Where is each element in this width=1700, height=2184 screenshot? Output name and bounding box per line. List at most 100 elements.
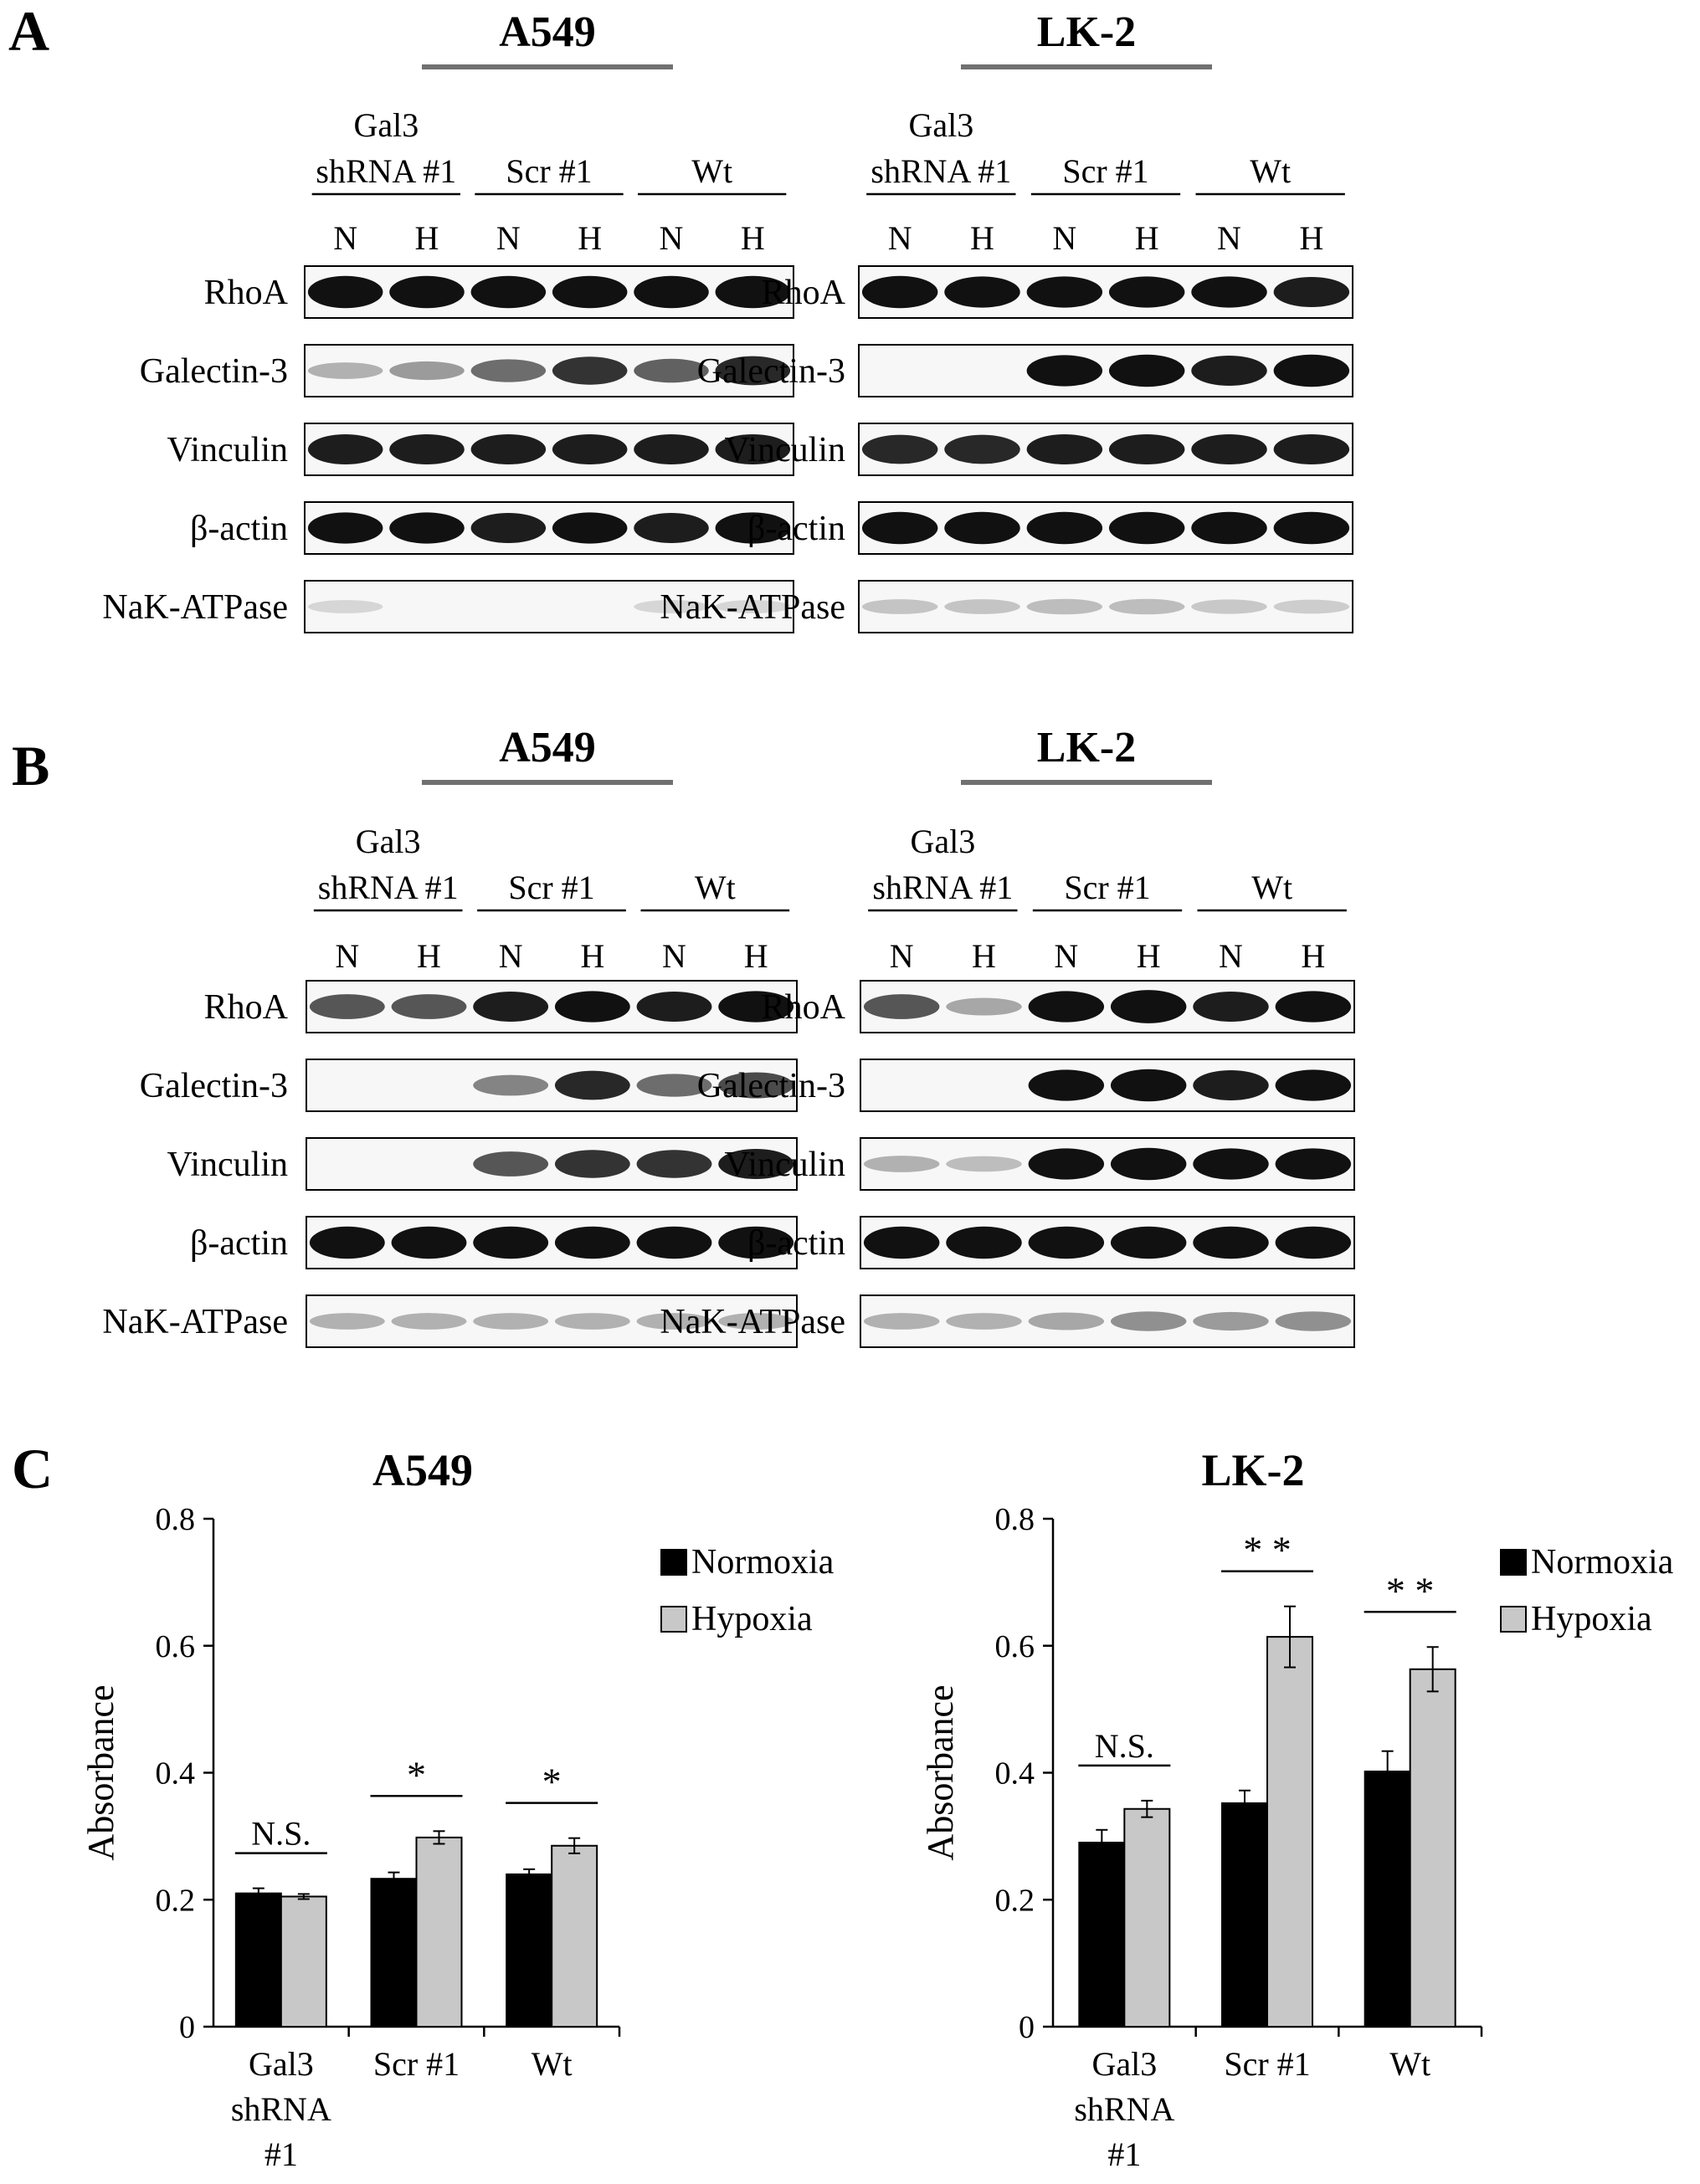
protein-band — [391, 994, 467, 1019]
protein-band — [634, 513, 709, 543]
group-label: Scr #1 — [1064, 869, 1150, 906]
chart-a549: A549 0 0.2 0.4 0.6 0.8 Absorbance Gal3 shRNA #1 Sc… — [80, 1445, 835, 2173]
lane-label: H — [1137, 937, 1161, 975]
legend-label: Normoxia — [1531, 1543, 1674, 1582]
lane-label: H — [1135, 219, 1159, 257]
blot-box — [858, 265, 1353, 319]
protein-band — [863, 1156, 940, 1172]
lane-label: N — [662, 937, 686, 975]
protein-band — [636, 1150, 712, 1178]
protein-band — [1028, 1226, 1105, 1259]
protein-band — [715, 275, 791, 309]
protein-band — [554, 1150, 630, 1178]
group-label: Scr #1 — [506, 152, 592, 190]
protein-band — [1275, 1069, 1352, 1101]
protein-band — [473, 1151, 549, 1177]
protein-band — [1110, 1226, 1187, 1259]
protein-band — [1028, 1148, 1105, 1180]
legend-label: Hypoxia — [691, 1600, 813, 1638]
y-tick-label: 0.6 — [995, 1629, 1035, 1664]
blot-box — [306, 1059, 798, 1112]
blot-box — [860, 1216, 1355, 1269]
x-tick-label: shRNA — [1074, 2090, 1174, 2128]
significance-label: * — [542, 1761, 562, 1803]
blot-box — [306, 980, 798, 1033]
protein-band — [552, 275, 628, 309]
cell-line-title: A549 — [499, 8, 596, 56]
protein-band — [554, 1313, 630, 1330]
protein-band — [944, 276, 1020, 308]
panel-c-letter: C — [12, 1437, 53, 1500]
lane-label: N — [335, 937, 359, 975]
blot-row-label: Vinculin — [167, 1146, 288, 1184]
lane-label: N — [890, 937, 914, 975]
protein-band — [863, 1313, 940, 1330]
blot-box — [858, 423, 1353, 476]
group-label-line1: Gal3 — [356, 823, 421, 860]
lane-label: N — [333, 219, 357, 257]
protein-band — [1108, 598, 1185, 615]
bar — [506, 1873, 553, 2028]
protein-band — [715, 434, 791, 464]
blot-row-label: Vinculin — [167, 431, 288, 469]
protein-band — [1275, 1148, 1352, 1180]
protein-band — [470, 359, 547, 382]
group-label: Scr #1 — [508, 869, 594, 906]
bar — [1364, 1770, 1411, 2028]
x-tick-label: #1 — [1107, 2135, 1141, 2173]
protein-band — [715, 356, 791, 386]
significance-label: * * — [1386, 1569, 1435, 1612]
protein-band — [1273, 354, 1350, 387]
group-label: Wt — [695, 869, 736, 906]
protein-band — [1193, 1148, 1269, 1180]
protein-band — [1026, 598, 1103, 615]
cell-line-title: LK-2 — [1037, 724, 1136, 772]
lane-label: H — [744, 937, 768, 975]
x-tick-label: Wt — [1389, 2045, 1430, 2083]
blot-box — [306, 1216, 798, 1269]
y-tick-label: 0.8 — [156, 1502, 196, 1537]
y-tick-label: 0 — [1019, 2010, 1035, 2045]
bar — [415, 1836, 463, 2028]
protein-band — [1110, 990, 1187, 1023]
lane-label: N — [888, 219, 912, 257]
blot-row-label: Galectin-3 — [140, 352, 288, 391]
group-label: shRNA #1 — [871, 152, 1011, 190]
protein-band — [1191, 276, 1267, 308]
lane-label: H — [741, 219, 765, 257]
lane-label: N — [1054, 937, 1078, 975]
y-tick-label: 0.2 — [156, 1883, 196, 1918]
protein-band — [634, 358, 709, 383]
blot-row-label: Vinculin — [725, 1146, 845, 1184]
protein-band — [391, 1226, 467, 1259]
significance-label: * * — [1243, 1529, 1292, 1571]
blot-row-label: β-actin — [190, 1224, 288, 1263]
group-label: shRNA #1 — [318, 869, 459, 906]
lane-label: H — [970, 219, 994, 257]
protein-band — [1275, 1311, 1352, 1331]
group-label: shRNA #1 — [872, 869, 1013, 906]
chart-lk2: LK-2 0 0.2 0.4 0.6 0.8 Absorbance Gal3 shRNA #1 Sc… — [920, 1445, 1674, 2173]
protein-band — [861, 275, 938, 309]
protein-band — [944, 434, 1020, 464]
bar — [1266, 1636, 1313, 2028]
protein-band — [1108, 511, 1185, 545]
x-tick-label: Gal3 — [1091, 2045, 1157, 2083]
protein-band — [307, 275, 383, 309]
protein-band — [1108, 354, 1185, 387]
bar — [280, 1895, 327, 2028]
blot-row-label: Vinculin — [725, 431, 845, 469]
blot-row-label: RhoA — [762, 988, 846, 1027]
protein-band — [946, 1226, 1022, 1259]
protein-band — [1191, 356, 1267, 386]
protein-band — [389, 434, 465, 464]
chart-title: A549 — [372, 1445, 473, 1495]
y-tick-label: 0.4 — [156, 1756, 196, 1792]
protein-band — [552, 434, 628, 464]
protein-band — [1108, 434, 1185, 464]
lane-label: H — [1299, 219, 1323, 257]
blot-row-label: Galectin-3 — [697, 352, 845, 391]
protein-band — [307, 512, 383, 544]
